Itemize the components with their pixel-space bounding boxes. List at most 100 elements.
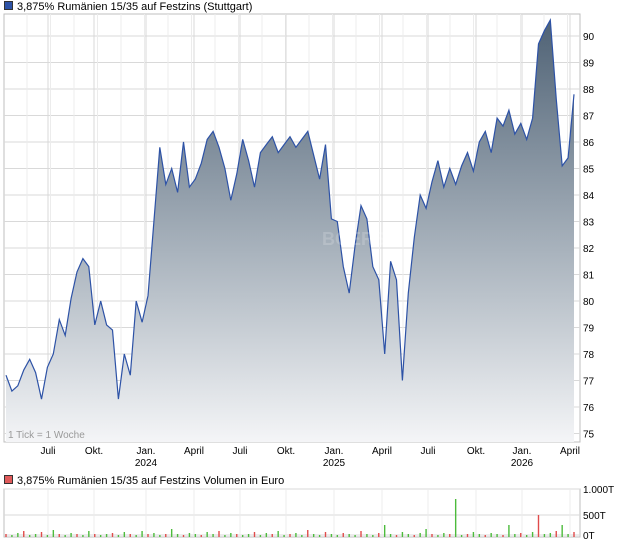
volume-bar xyxy=(277,531,279,537)
volume-bar xyxy=(449,534,451,537)
volume-y-tick-label: 1.000T xyxy=(583,485,614,496)
y-tick-label: 84 xyxy=(583,191,595,202)
volume-bar xyxy=(372,535,374,537)
x-tick-label: Jan. xyxy=(137,446,156,457)
volume-bar xyxy=(147,534,149,537)
volume-bar xyxy=(200,535,202,537)
volume-bar xyxy=(194,534,197,537)
volume-bar xyxy=(460,535,463,537)
volume-bar xyxy=(129,534,131,537)
price-line xyxy=(5,18,575,400)
price-area xyxy=(6,20,574,442)
volume-bar xyxy=(378,533,380,537)
volume-bar xyxy=(312,534,315,537)
volume-bar xyxy=(247,534,250,537)
volume-bar xyxy=(537,515,540,537)
volume-bar xyxy=(443,533,445,537)
volume-bar xyxy=(58,534,60,537)
volume-bar xyxy=(573,532,575,537)
volume-bar xyxy=(360,531,362,537)
y-tick-label: 76 xyxy=(583,403,595,414)
volume-bar xyxy=(520,533,522,537)
volume-bar xyxy=(283,535,285,537)
x-tick-label: Okt. xyxy=(467,446,485,457)
volume-bar xyxy=(70,533,72,537)
volume-bar xyxy=(99,535,102,537)
volume-bar xyxy=(330,534,333,537)
y-tick-label: 90 xyxy=(583,32,595,43)
volume-bar xyxy=(472,532,475,537)
x-tick-label: Juli xyxy=(420,446,435,457)
y-tick-label: 81 xyxy=(583,271,595,282)
volume-bar xyxy=(76,534,78,537)
volume-bar xyxy=(165,534,167,537)
x-year-label: 2026 xyxy=(511,458,534,469)
volume-bar xyxy=(354,535,356,537)
volume-bar xyxy=(94,534,96,537)
tick-note: 1 Tick = 1 Woche xyxy=(8,430,85,441)
volume-bar xyxy=(514,534,516,537)
volume-bar xyxy=(484,535,486,537)
volume-bar xyxy=(431,534,433,537)
x-tick-label: April xyxy=(184,446,204,457)
volume-bar xyxy=(395,535,398,537)
y-tick-label: 87 xyxy=(583,112,595,123)
volume-bar xyxy=(419,533,421,537)
x-year-label: 2025 xyxy=(323,458,346,469)
volume-bar xyxy=(88,531,90,537)
volume-bar xyxy=(82,535,84,537)
volume-bar xyxy=(5,534,7,537)
volume-bar xyxy=(135,535,137,537)
x-year-label: 2024 xyxy=(135,458,158,469)
y-tick-label: 85 xyxy=(583,165,595,176)
price-area-layer: BOERSE xyxy=(5,18,575,442)
volume-bar xyxy=(52,530,55,537)
volume-bar xyxy=(425,529,427,537)
volume-bar xyxy=(348,534,350,537)
volume-bar xyxy=(188,533,191,537)
volume-bar xyxy=(153,533,155,537)
y-tick-label: 77 xyxy=(583,377,595,388)
y-tick-label: 79 xyxy=(583,324,595,335)
volume-bar xyxy=(253,532,256,537)
volume-bar xyxy=(28,535,31,537)
volume-y-tick-label: 0T xyxy=(583,531,595,542)
y-tick-label: 82 xyxy=(583,244,595,255)
volume-bar xyxy=(295,533,297,537)
volume-bar xyxy=(301,535,303,537)
volume-legend-label: 3,875% Rumänien 15/35 auf Festzins Volum… xyxy=(17,475,285,487)
y-tick-label: 75 xyxy=(583,430,595,441)
volume-bar xyxy=(437,535,439,537)
volume-bar xyxy=(117,535,120,537)
volume-bar xyxy=(241,535,244,537)
volume-bar xyxy=(289,534,291,537)
volume-bar xyxy=(218,531,220,537)
volume-bar xyxy=(40,532,43,537)
volume-bar xyxy=(170,529,173,537)
x-tick-label: April xyxy=(560,446,580,457)
volume-bar xyxy=(567,534,569,537)
volume-bar xyxy=(496,534,498,537)
volume-bar xyxy=(111,533,114,537)
volume-bar xyxy=(342,533,344,537)
volume-bar xyxy=(23,531,25,537)
volume-bar xyxy=(11,535,13,537)
y-tick-label: 89 xyxy=(583,59,595,70)
volume-bar xyxy=(454,499,457,537)
y-tick-label: 86 xyxy=(583,138,595,149)
volume-bar xyxy=(17,533,19,537)
volume-bar xyxy=(265,533,268,537)
x-tick-label: Juli xyxy=(232,446,247,457)
volume-legend: 3,875% Rumänien 15/35 auf Festzins Volum… xyxy=(4,475,284,488)
volume-bar xyxy=(525,535,528,537)
volume-legend-swatch xyxy=(4,475,13,484)
volume-bar xyxy=(389,534,392,537)
y-tick-label: 80 xyxy=(583,297,595,308)
volume-frame xyxy=(3,488,581,538)
volume-bar xyxy=(212,534,214,537)
price-legend-swatch xyxy=(4,1,13,10)
volume-bar xyxy=(307,530,309,537)
volume-bar xyxy=(413,535,415,537)
volume-bar xyxy=(206,532,208,537)
